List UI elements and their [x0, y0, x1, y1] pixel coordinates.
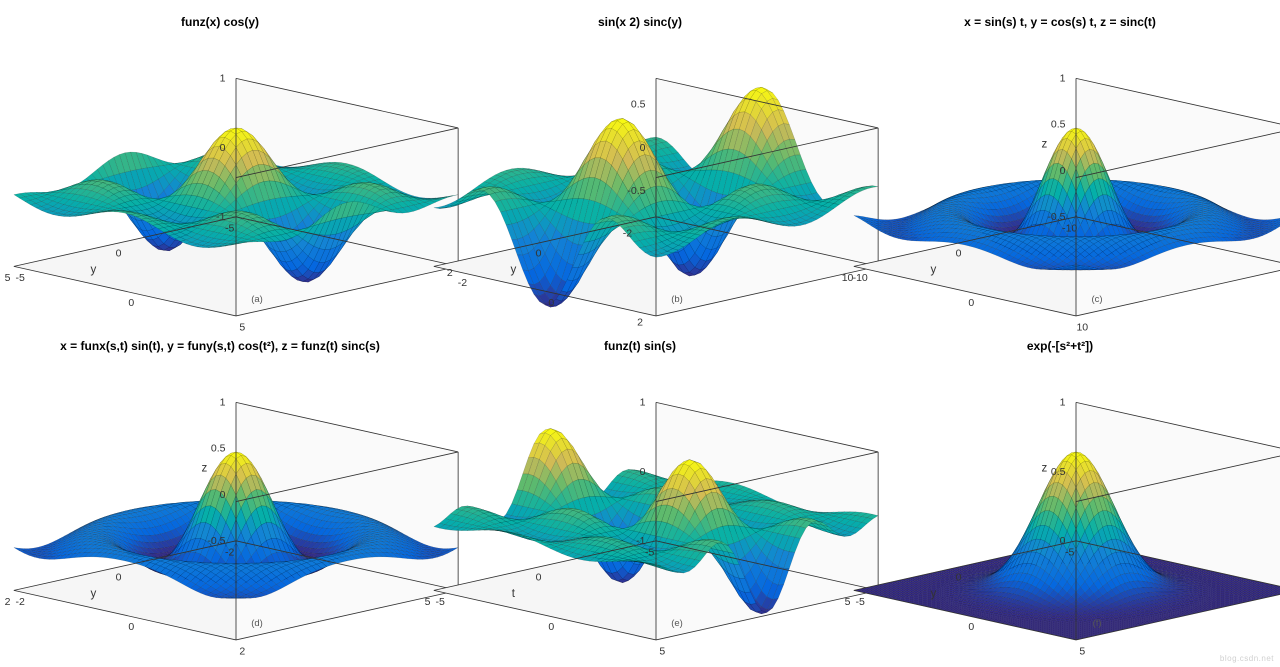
svg-text:y: y	[510, 264, 516, 276]
svg-text:0: 0	[548, 297, 554, 309]
svg-text:(b): (b)	[671, 294, 683, 305]
plot-area: -0.5 0 0.5 -2 0 2 -2 0 2 y (b)	[440, 33, 840, 329]
svg-text:1: 1	[220, 73, 226, 85]
plot-area: -101-505-505t(e)	[440, 357, 840, 653]
svg-text:5: 5	[5, 272, 11, 284]
subplot-title: exp(-[s²+t²])	[1027, 339, 1093, 353]
svg-text:2: 2	[447, 267, 453, 279]
svg-text:-5: -5	[225, 223, 235, 235]
svg-text:-1: -1	[216, 211, 226, 223]
subplot-a: funz(x) cos(y)-101-505-505y(a)	[20, 15, 420, 329]
subplot-b: sin(x 2) sinc(y) -0.5 0 0.5 -2 0 2 -2 0 2 y (b)	[440, 15, 840, 329]
subplot-title: funz(x) cos(y)	[181, 15, 259, 29]
plot-area: -101-505-505y(a)	[20, 33, 420, 329]
subplot-grid: funz(x) cos(y)-101-505-505y(a)sin(x 2) s…	[20, 15, 1260, 652]
svg-text:5: 5	[239, 322, 245, 334]
svg-text:0.5: 0.5	[631, 99, 646, 111]
plot-area: -0.500.51-202-202yz(d)	[20, 357, 420, 653]
svg-text:0: 0	[640, 142, 646, 154]
subplot-title: x = sin(s) t, y = cos(s) t, z = sinc(t)	[964, 15, 1156, 29]
subplot-f: exp(-[s²+t²]) 00.51-505-505yz(f)	[860, 339, 1260, 653]
plot-area: 00.51-505-505yz(f)	[860, 357, 1260, 653]
subplot-title: funz(t) sin(s)	[604, 339, 676, 353]
plot-area: -0.500.51-10010-10010yz(c)	[860, 33, 1260, 329]
svg-text:0: 0	[220, 142, 226, 154]
subplot-c: x = sin(s) t, y = cos(s) t, z = sinc(t) -…	[860, 15, 1260, 329]
svg-text:y: y	[90, 264, 96, 276]
subplot-e: funz(t) sin(s) -101-505-505t(e)	[440, 339, 840, 653]
svg-text:-5: -5	[15, 272, 25, 284]
svg-text:-0.5: -0.5	[627, 185, 645, 197]
svg-text:2: 2	[637, 317, 643, 329]
svg-text:0: 0	[536, 247, 542, 259]
watermark: blog.csdn.net	[1220, 654, 1274, 663]
svg-text:-2: -2	[458, 277, 468, 289]
subplot-title: x = funx(s,t) sin(t), y = funy(s,t) cos(…	[60, 339, 380, 353]
subplot-title: sin(x 2) sinc(y)	[598, 15, 682, 29]
svg-text:-2: -2	[623, 228, 633, 240]
svg-text:0: 0	[116, 247, 122, 259]
svg-text:0: 0	[128, 297, 134, 309]
subplot-d: x = funx(s,t) sin(t), y = funy(s,t) cos(…	[20, 339, 420, 653]
svg-text:(a): (a)	[251, 294, 263, 305]
